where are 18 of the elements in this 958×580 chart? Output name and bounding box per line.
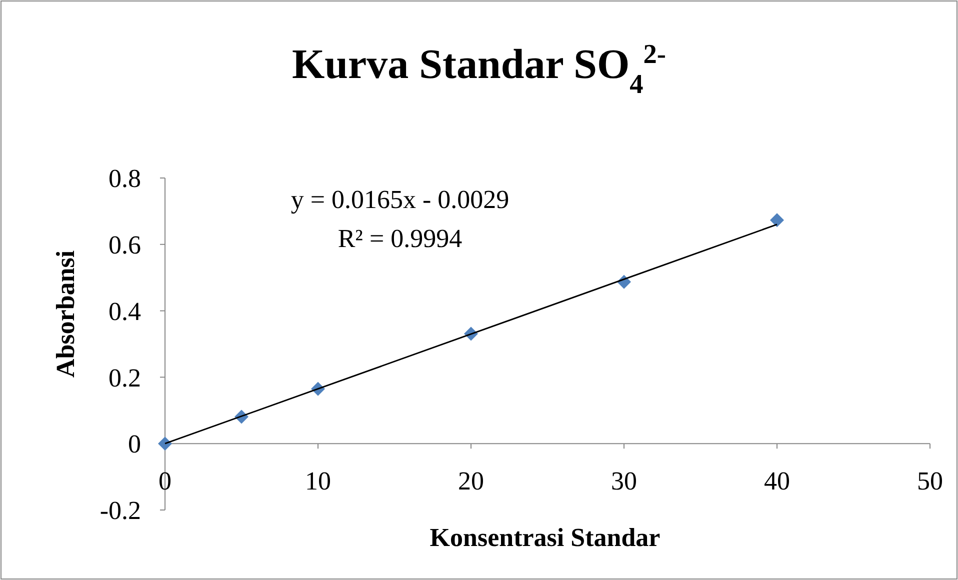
y-tick-label: 0.6 (108, 230, 141, 260)
point (158, 436, 172, 451)
annotation: y = 0.0165x - 0.0029 (290, 185, 510, 214)
x-tick-label: 0 (158, 466, 172, 496)
x-tick-label: 30 (611, 466, 637, 496)
y-tick-label: 0 (128, 430, 141, 459)
point (770, 213, 784, 228)
y-tick-label: -0.2 (100, 496, 141, 526)
y-tick-label: 0.8 (108, 164, 141, 194)
x-tick-label: 10 (305, 466, 331, 496)
x-axis-title: Konsentrasi Standar (430, 523, 660, 552)
y-axis-title: Absorbansi (51, 250, 80, 378)
y-tick-label: 0.4 (108, 296, 141, 326)
x-tick-label: 50 (917, 466, 943, 496)
x-tick-label: 20 (458, 466, 484, 496)
x-tick-label: 40 (764, 466, 790, 496)
y-tick-label: 0.2 (108, 363, 141, 392)
annotation: R² = 0.9994 (338, 224, 462, 253)
